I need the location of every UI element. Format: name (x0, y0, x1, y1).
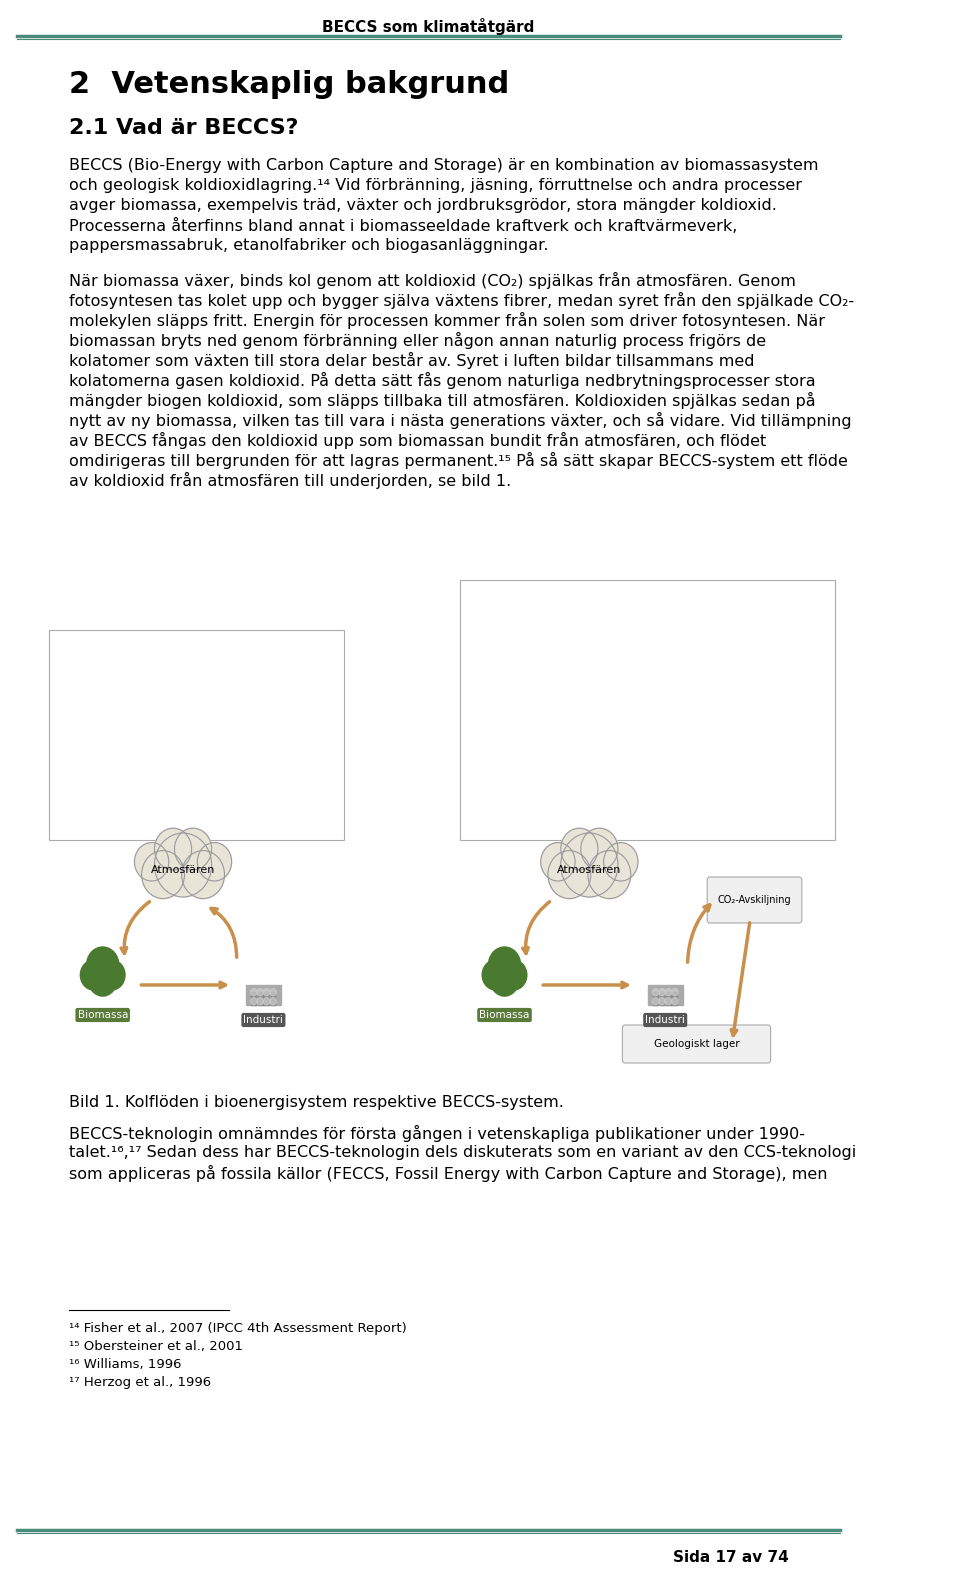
Bar (252, 992, 256, 1005)
Circle shape (142, 850, 184, 899)
Circle shape (251, 997, 257, 1005)
Text: 2  Vetenskaplig bakgrund: 2 Vetenskaplig bakgrund (68, 70, 509, 100)
Bar (271, 992, 276, 1005)
Text: Sida 17 av 74: Sida 17 av 74 (673, 1550, 789, 1566)
Circle shape (155, 828, 192, 871)
Text: kolatomerna gasen koldioxid. På detta sätt fås genom naturliga nedbrytningsproce: kolatomerna gasen koldioxid. På detta sä… (68, 371, 815, 389)
Circle shape (491, 964, 518, 995)
Text: BECCS-teknologin omnämndes för första gången i vetenskapliga publikationer under: BECCS-teknologin omnämndes för första gå… (68, 1125, 804, 1142)
FancyBboxPatch shape (622, 1025, 771, 1063)
Bar (660, 992, 664, 1005)
Circle shape (134, 842, 169, 882)
Text: biomassan bryts ned genom förbränning eller någon annan naturlig process frigörs: biomassan bryts ned genom förbränning el… (68, 332, 766, 349)
Text: omdirigeras till bergrunden för att lagras permanent.¹⁵ På så sätt skapar BECCS-: omdirigeras till bergrunden för att lagr… (68, 452, 848, 469)
Circle shape (257, 997, 263, 1005)
Circle shape (659, 997, 665, 1005)
Circle shape (561, 828, 598, 871)
Circle shape (270, 997, 276, 1005)
Text: talet.¹⁶,¹⁷ Sedan dess har BECCS-teknologin dels diskuterats som en variant av d: talet.¹⁶,¹⁷ Sedan dess har BECCS-teknolo… (68, 1146, 855, 1160)
Text: ¹⁴ Fisher et al., 2007 (IPCC 4th Assessment Report): ¹⁴ Fisher et al., 2007 (IPCC 4th Assessm… (68, 1322, 406, 1335)
Bar (648, 984, 683, 1005)
Text: Atmosfären: Atmosfären (557, 864, 621, 875)
Text: molekylen släpps fritt. Energin för processen kommer från solen som driver fotos: molekylen släpps fritt. Energin för proc… (68, 311, 825, 329)
Text: ¹⁶ Williams, 1996: ¹⁶ Williams, 1996 (68, 1357, 181, 1371)
Circle shape (604, 842, 638, 882)
Circle shape (581, 828, 618, 871)
Text: Industri: Industri (244, 1014, 283, 1025)
Text: BECCS (Bio-Energy with Carbon Capture and Storage) är en kombination av biomassa: BECCS (Bio-Energy with Carbon Capture an… (68, 158, 818, 172)
Circle shape (653, 997, 659, 1005)
Circle shape (548, 850, 590, 899)
Circle shape (540, 842, 575, 882)
Text: CO₂-Avskiljning: CO₂-Avskiljning (718, 894, 791, 905)
Circle shape (270, 989, 276, 995)
Circle shape (659, 989, 665, 995)
Circle shape (88, 964, 117, 995)
Circle shape (665, 997, 672, 1005)
Circle shape (588, 850, 631, 899)
Circle shape (263, 989, 270, 995)
Circle shape (175, 828, 211, 871)
Bar (258, 992, 263, 1005)
Text: pappersmassabruk, etanolfabriker och biogasanläggningar.: pappersmassabruk, etanolfabriker och bio… (68, 239, 548, 253)
Circle shape (81, 961, 108, 991)
Circle shape (561, 833, 618, 897)
Bar (246, 984, 281, 1005)
Text: ¹⁵ Obersteiner et al., 2001: ¹⁵ Obersteiner et al., 2001 (68, 1340, 243, 1352)
Text: Biomassa: Biomassa (479, 1010, 530, 1021)
Text: av koldioxid från atmosfären till underjorden, se bild 1.: av koldioxid från atmosfären till underj… (68, 472, 511, 490)
Circle shape (263, 997, 270, 1005)
Circle shape (500, 961, 527, 991)
Circle shape (86, 946, 119, 983)
Circle shape (98, 961, 125, 991)
Text: BECCS som klimatåtgärd: BECCS som klimatåtgärd (323, 17, 535, 35)
Bar (653, 992, 658, 1005)
Circle shape (672, 997, 678, 1005)
Circle shape (251, 989, 257, 995)
Text: När biomassa växer, binds kol genom att koldioxid (CO₂) spjälkas från atmosfären: När biomassa växer, binds kol genom att … (68, 272, 796, 289)
Bar (672, 992, 678, 1005)
Text: nytt av ny biomassa, vilken tas till vara i nästa generations växter, och så vid: nytt av ny biomassa, vilken tas till var… (68, 412, 852, 430)
Text: 2.1 Vad är BECCS?: 2.1 Vad är BECCS? (68, 118, 298, 137)
Text: ¹⁷ Herzog et al., 1996: ¹⁷ Herzog et al., 1996 (68, 1376, 210, 1389)
Text: Industri: Industri (645, 1014, 685, 1025)
Bar (666, 992, 671, 1005)
Text: Bild 1. Kolflöden i bioenergisystem respektive BECCS-system.: Bild 1. Kolflöden i bioenergisystem resp… (68, 1095, 564, 1111)
Circle shape (489, 946, 520, 983)
Circle shape (181, 850, 225, 899)
Text: kolatomer som växten till stora delar består av. Syret i luften bildar tillsamma: kolatomer som växten till stora delar be… (68, 352, 754, 370)
Circle shape (257, 989, 263, 995)
Text: som appliceras på fossila källor (FECCS, Fossil Energy with Carbon Capture and S: som appliceras på fossila källor (FECCS,… (68, 1164, 828, 1182)
Text: Geologiskt lager: Geologiskt lager (654, 1040, 739, 1049)
FancyBboxPatch shape (708, 877, 802, 923)
Circle shape (155, 833, 211, 897)
Bar (501, 975, 508, 995)
Text: Biomassa: Biomassa (78, 1010, 128, 1021)
Bar (264, 992, 269, 1005)
Circle shape (653, 989, 659, 995)
Circle shape (665, 989, 672, 995)
Text: fotosyntesen tas kolet upp och bygger själva växtens fibrer, medan syret från de: fotosyntesen tas kolet upp och bygger sj… (68, 292, 853, 310)
Text: Atmosfären: Atmosfären (151, 864, 215, 875)
Circle shape (672, 989, 678, 995)
Bar (99, 975, 107, 995)
Text: och geologisk koldioxidlagring.¹⁴ Vid förbränning, jäsning, förruttnelse och and: och geologisk koldioxidlagring.¹⁴ Vid fö… (68, 179, 802, 193)
Circle shape (482, 961, 509, 991)
Text: mängder biogen koldioxid, som släpps tillbaka till atmosfären. Koldioxiden spjäl: mängder biogen koldioxid, som släpps til… (68, 392, 815, 409)
Text: Processerna återfinns bland annat i biomasseeldade kraftverk och kraftvärmeverk,: Processerna återfinns bland annat i biom… (68, 218, 737, 234)
Circle shape (198, 842, 231, 882)
Text: av BECCS fångas den koldioxid upp som biomassan bundit från atmosfären, och flöd: av BECCS fångas den koldioxid upp som bi… (68, 431, 766, 449)
Text: avger biomassa, exempelvis träd, växter och jordbruksgrödor, stora mängder koldi: avger biomassa, exempelvis träd, växter … (68, 198, 777, 213)
